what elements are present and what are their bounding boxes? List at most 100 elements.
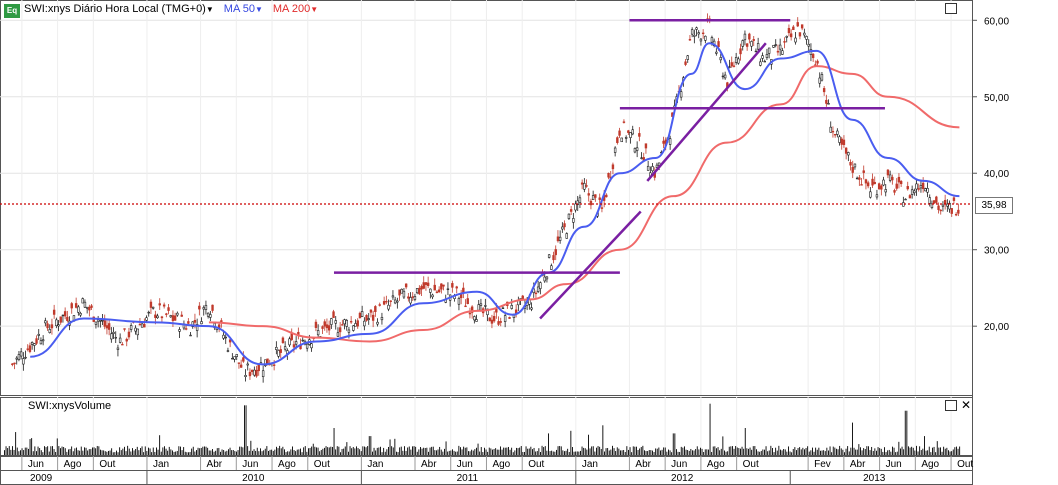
candle-body	[589, 200, 593, 206]
volume-bar	[266, 446, 268, 455]
volume-bar	[24, 447, 26, 455]
volume-bar	[631, 452, 633, 455]
volume-bar	[328, 447, 330, 455]
maximize-icon[interactable]	[945, 3, 957, 14]
volume-bar	[304, 446, 306, 455]
x-month-label: Out	[314, 459, 330, 470]
candle-body	[409, 297, 412, 304]
volume-bar	[655, 448, 657, 455]
volume-bar	[788, 446, 789, 455]
chevron-down-icon[interactable]: ▼	[254, 5, 263, 14]
x-year-label: 2013	[863, 473, 886, 484]
close-icon[interactable]: ✕	[961, 398, 972, 412]
volume-bar	[711, 451, 713, 455]
volume-bar	[469, 451, 471, 455]
volume-bar	[162, 447, 164, 455]
volume-bar	[866, 446, 868, 455]
volume-bar	[781, 450, 783, 455]
volume-bar	[82, 450, 84, 455]
volume-bar	[437, 449, 439, 455]
candle-body	[484, 305, 487, 307]
volume-bar	[759, 451, 761, 455]
candle-body	[19, 351, 23, 357]
volume-bar	[428, 451, 429, 455]
symbol-selector[interactable]: SWI:xnys Diário Hora Local (TMG+0)▼	[24, 3, 214, 15]
candle-body	[24, 356, 27, 359]
volume-bar	[218, 447, 220, 455]
candle-body	[679, 91, 683, 98]
volume-bar	[732, 446, 733, 455]
candle-body	[250, 369, 254, 372]
volume-bar	[636, 446, 637, 455]
maximize-volume-icon[interactable]	[945, 400, 957, 411]
volume-bar	[511, 447, 513, 455]
volume-bar	[196, 450, 197, 455]
volume-bar	[708, 449, 709, 455]
candle-body	[39, 340, 43, 345]
volume-bar	[908, 446, 909, 455]
ma50-selector[interactable]: MA 50▼	[224, 3, 263, 15]
chevron-down-icon[interactable]: ▼	[205, 5, 214, 14]
candle-body	[15, 357, 18, 360]
candle-body	[396, 300, 399, 303]
volume-bar	[500, 446, 501, 455]
chevron-down-icon[interactable]: ▼	[310, 5, 319, 14]
volume-bar	[100, 449, 101, 455]
candle-body	[646, 165, 650, 171]
volume-bar	[935, 452, 937, 455]
x-month-label: Abr	[421, 459, 437, 470]
volume-bar	[716, 448, 717, 455]
volume-bar	[181, 450, 183, 455]
volume-bar	[231, 450, 233, 455]
candle-body	[360, 311, 364, 317]
candle-body	[96, 319, 100, 322]
volume-bar	[885, 452, 887, 455]
candle-body	[437, 289, 441, 293]
volume-bar	[104, 451, 106, 455]
candle-body	[310, 343, 313, 349]
volume-bar	[146, 451, 148, 455]
volume-bar	[930, 452, 932, 455]
volume-bar	[213, 451, 215, 455]
ma50-label: MA 50	[223, 3, 255, 15]
volume-bar	[160, 451, 162, 455]
volume-bar	[688, 450, 690, 455]
volume-bar	[652, 450, 653, 455]
volume-bar	[786, 451, 788, 455]
volume-bar	[845, 448, 847, 455]
volume-bar	[725, 451, 727, 455]
candle-body	[917, 188, 920, 190]
ma200-selector[interactable]: MA 200▼	[273, 3, 318, 15]
volume-bar	[404, 446, 405, 455]
candle-body	[330, 318, 333, 325]
volume-bar	[200, 447, 202, 455]
ma200-line	[208, 65, 960, 343]
candle-body	[897, 176, 901, 183]
volume-bar	[485, 449, 487, 455]
volume-bar	[423, 447, 425, 455]
volume-bar	[327, 447, 329, 455]
volume-bar	[589, 448, 591, 455]
volume-bar	[752, 446, 754, 455]
candle-body	[253, 369, 256, 376]
volume-bar	[282, 446, 284, 455]
volume-bar	[584, 448, 586, 455]
candle-body	[158, 303, 161, 306]
candle-body	[470, 306, 474, 313]
x-month-label: Fev	[814, 459, 831, 470]
candle-body	[640, 157, 643, 159]
volume-bar	[594, 451, 596, 455]
candle-body	[891, 176, 894, 181]
volume-bar	[861, 450, 863, 455]
x-month-label: Ago	[921, 459, 939, 470]
candle-body	[411, 296, 414, 298]
eq-badge-icon[interactable]: Eq	[4, 4, 20, 18]
volume-bar	[541, 445, 543, 455]
candle-body	[622, 121, 626, 123]
candle-body	[866, 182, 870, 187]
candle-body	[107, 323, 111, 330]
volume-bar	[245, 405, 247, 455]
volume-bar	[399, 447, 401, 455]
